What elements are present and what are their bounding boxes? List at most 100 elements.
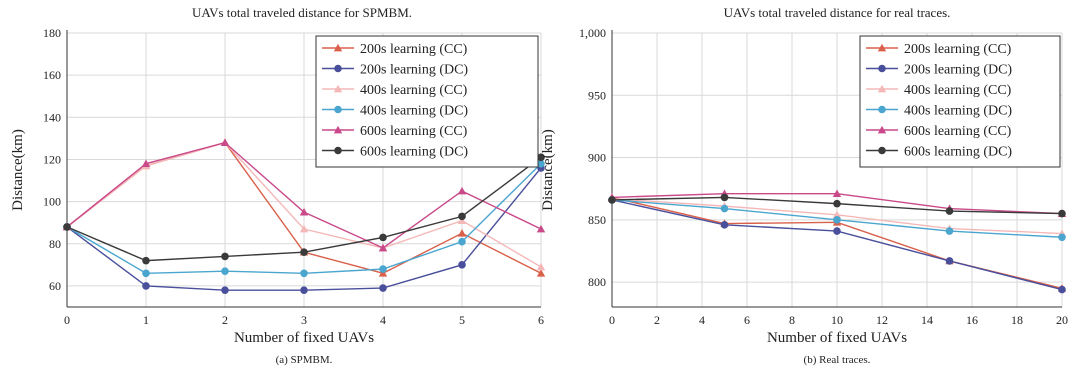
data-point xyxy=(945,257,954,265)
data-point xyxy=(608,196,616,204)
legend-marker xyxy=(878,105,886,114)
data-point xyxy=(221,267,229,275)
y-tick-label: 160 xyxy=(43,68,61,82)
x-tick-label: 6 xyxy=(744,313,750,327)
y-tick-label: 80 xyxy=(49,237,61,251)
data-point xyxy=(221,252,229,261)
x-tick-label: 0 xyxy=(64,313,70,327)
data-point xyxy=(378,243,388,252)
legend: 200s learning (CC) 200s learning (DC) 400s… xyxy=(315,35,539,168)
legend-entry: 400s learning (CC) xyxy=(904,83,1012,98)
legend-marker xyxy=(334,105,342,114)
data-point xyxy=(379,284,387,292)
data-point xyxy=(142,282,150,290)
data-point xyxy=(300,269,308,278)
data-point xyxy=(832,210,842,219)
data-point xyxy=(1058,285,1066,294)
legend-entry: 600s learning (CC) xyxy=(904,124,1012,139)
y-axis-label: Distance(km) xyxy=(540,129,556,211)
legend-marker xyxy=(878,146,886,155)
legend-marker xyxy=(877,84,887,93)
data-point xyxy=(945,227,954,235)
data-point xyxy=(1058,209,1066,218)
legend-entry: 200s learning (CC) xyxy=(904,42,1012,57)
x-tick-label: 2 xyxy=(654,313,660,327)
data-point xyxy=(220,138,230,146)
data-point xyxy=(458,261,466,269)
x-tick-label: 18 xyxy=(1011,313,1023,327)
data-point xyxy=(720,221,729,229)
data-point xyxy=(221,286,229,294)
data-point xyxy=(537,153,545,162)
chart-caption: (a) SPMBM. xyxy=(276,354,333,366)
legend-marker xyxy=(333,125,343,134)
x-tick-label: 3 xyxy=(301,313,307,327)
y-axis-label: Distance(km) xyxy=(10,129,26,211)
data-point xyxy=(945,207,954,215)
legend-entry: 600s learning (DC) xyxy=(904,145,1012,160)
data-point xyxy=(536,269,546,277)
x-tick-label: 10 xyxy=(831,313,843,327)
data-point xyxy=(457,186,467,195)
chart-spmbm: 0 1 2 3 4 5 6 60 80 100 120 140 160 180 UAVs total tra… xyxy=(10,5,546,366)
y-tick-label: 1,000 xyxy=(579,26,606,40)
y-tick-label: 950 xyxy=(588,88,606,102)
legend-entry: 200s learning (DC) xyxy=(360,63,468,78)
data-point xyxy=(300,286,308,294)
data-point xyxy=(300,248,308,256)
y-tick-label: 850 xyxy=(588,213,606,227)
x-tick-label: 12 xyxy=(876,313,888,327)
x-tick-label: 14 xyxy=(921,313,933,327)
x-tick-label: 6 xyxy=(538,313,544,327)
chart-caption: (b) Real traces. xyxy=(804,354,871,366)
data-point xyxy=(833,227,841,235)
data-point xyxy=(142,256,150,265)
data-point xyxy=(141,159,151,168)
data-point xyxy=(142,269,150,278)
legend-marker xyxy=(334,146,342,155)
data-point xyxy=(536,262,546,271)
legend-entry: 600s learning (DC) xyxy=(360,145,468,160)
legend-box xyxy=(315,35,539,168)
legend-entry: 200s learning (DC) xyxy=(904,63,1012,78)
x-axis-label: Number of fixed UAVs xyxy=(767,330,907,346)
data-point xyxy=(536,224,546,233)
legend-entry: 600s learning (CC) xyxy=(360,124,468,139)
x-tick-label: 5 xyxy=(459,313,465,327)
data-point xyxy=(379,233,387,242)
legend-marker xyxy=(333,43,343,52)
data-point xyxy=(537,159,545,168)
data-point xyxy=(299,207,309,216)
y-tick-label: 60 xyxy=(49,279,61,293)
legend-entry: 400s learning (DC) xyxy=(904,104,1012,119)
y-tick-label: 900 xyxy=(588,151,606,165)
legend-marker xyxy=(877,43,887,52)
legend: 200s learning (CC) 200s learning (DC) 400s… xyxy=(859,35,1061,168)
legend-box xyxy=(859,35,1061,168)
data-point xyxy=(720,204,729,213)
x-tick-label: 2 xyxy=(222,313,228,327)
series-line xyxy=(63,153,545,265)
legend-marker xyxy=(878,64,886,73)
data-point xyxy=(458,237,466,246)
x-tick-label: 8 xyxy=(789,313,795,327)
legend-marker xyxy=(877,125,887,134)
data-point xyxy=(720,193,729,202)
data-point xyxy=(63,223,71,231)
data-point xyxy=(833,199,841,208)
data-point xyxy=(832,189,842,198)
x-tick-label: 0 xyxy=(609,313,615,327)
x-tick-label: 1 xyxy=(143,313,149,327)
y-tick-label: 100 xyxy=(43,195,61,209)
legend-marker xyxy=(334,64,342,73)
y-tick-label: 120 xyxy=(43,152,61,166)
chart-title: UAVs total traveled distance for SPMBM. xyxy=(192,5,412,20)
x-tick-label: 4 xyxy=(699,313,705,327)
x-tick-label: 16 xyxy=(966,313,978,327)
legend-entry: 200s learning (CC) xyxy=(360,42,468,57)
data-point xyxy=(458,212,466,221)
legend-entry: 400s learning (CC) xyxy=(360,83,468,98)
data-point xyxy=(833,216,841,224)
x-tick-label: 4 xyxy=(380,313,386,327)
